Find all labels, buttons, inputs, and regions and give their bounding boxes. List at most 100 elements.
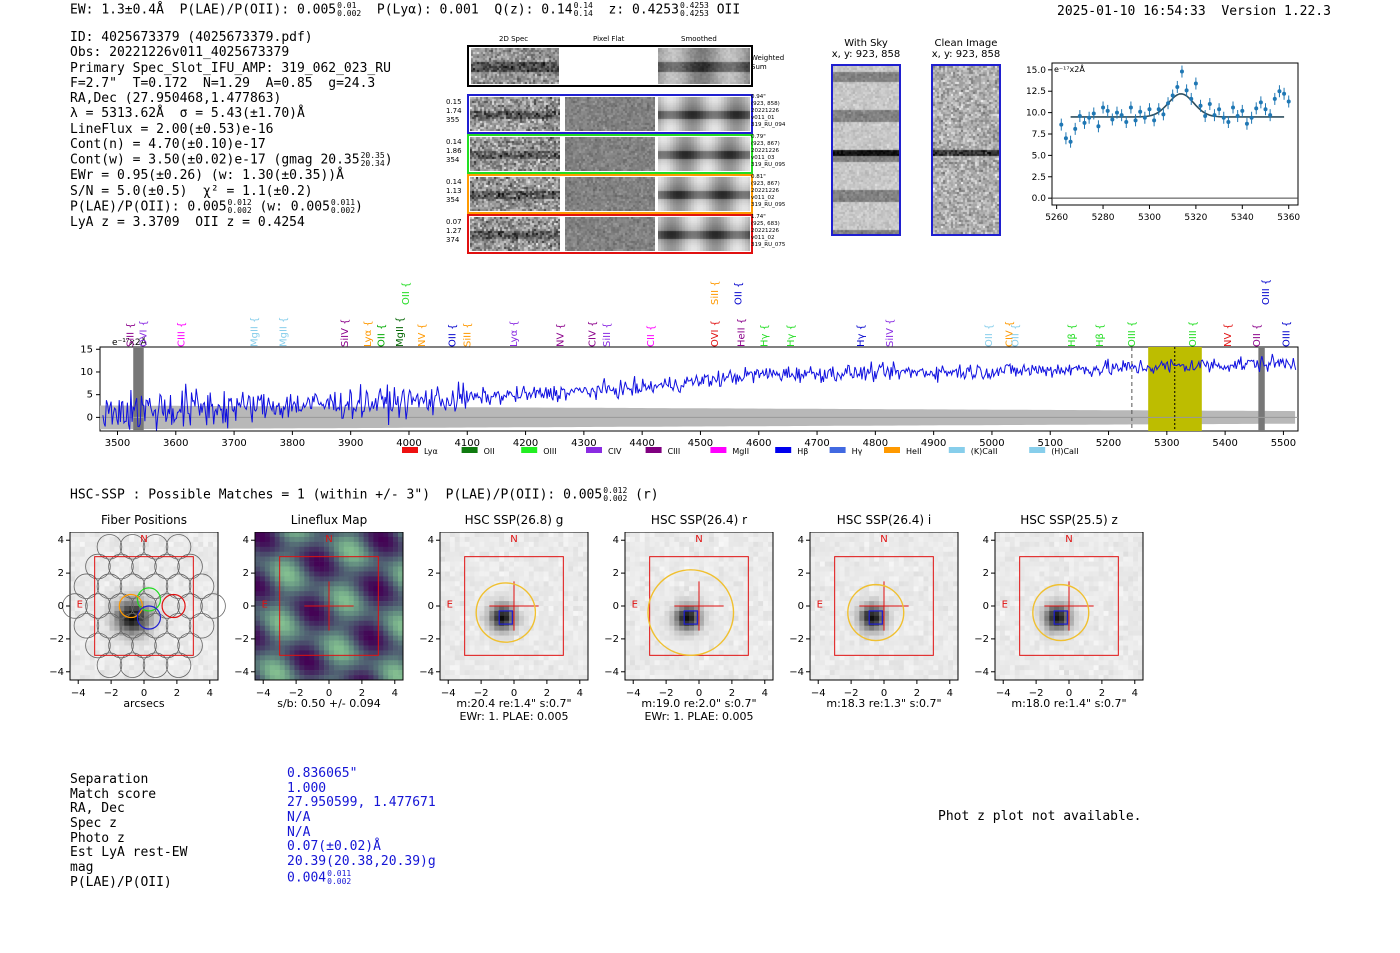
- label-mag: mag: [70, 860, 94, 876]
- stamp-xtick-label: 0: [141, 688, 147, 699]
- value-spec-z: N/A: [287, 810, 311, 826]
- stamp-ytick-label: 4: [428, 535, 434, 546]
- fit-xtick-label: 5360: [1277, 213, 1300, 223]
- header-timestamp: 2025-01-10 16:54:33 Version 1.22.3: [1057, 4, 1331, 19]
- fiber-highlight: [118, 593, 143, 619]
- spec-line-label-text: MgII {: [395, 317, 406, 347]
- spec-ytick-label: 5: [87, 390, 93, 401]
- spec-xtick-label: 4800: [863, 438, 888, 449]
- fit-data-point: [1179, 69, 1184, 74]
- stamp-caption-6: m:18.0 re:1.4" s:0.7": [1011, 697, 1127, 710]
- stamp-ytick-label: 4: [58, 535, 64, 546]
- spec-line-label-upper-text: SiII {: [710, 280, 721, 305]
- fiber-circle: [108, 593, 134, 619]
- spec-line-label-text: SiII {: [602, 322, 613, 347]
- fiber-highlight: [136, 587, 162, 612]
- version: Version 1.22.3: [1221, 4, 1331, 19]
- compass-n: N: [1065, 534, 1072, 545]
- stamp-match-ellipse: [475, 582, 537, 643]
- cutout-row-4: [467, 214, 753, 254]
- stamp-xtick-label: −4: [256, 688, 271, 699]
- spec-line-label: SiIV {: [340, 319, 351, 347]
- spec-line-label: Hγ {: [786, 324, 797, 347]
- label-separation: Separation: [70, 772, 149, 787]
- fit-data-point: [1101, 105, 1106, 110]
- stamp-caption-4: m:19.0 re:2.0" s:0.7": [641, 697, 757, 710]
- stamp-ytick-label: 2: [983, 568, 989, 579]
- info-contw: Cont(w) = 3.50(±0.02)e-17 (gmag 20.35 20.…: [70, 151, 393, 169]
- spec-line-label: CIV {: [1004, 321, 1015, 347]
- stamp-xtick-label: 4: [207, 688, 213, 699]
- spec-line-label-text: SiII {: [462, 322, 473, 347]
- stamp-ytick-label: 2: [243, 568, 249, 579]
- fit-data-point: [1240, 108, 1245, 113]
- stamp-aperture-box: [834, 556, 934, 656]
- stamp-panel-1: N E −4 −4 −2 −2 0 0 2 2 4 4: [50, 532, 226, 699]
- cutout-row-1: [467, 94, 753, 134]
- fit-data-point: [1073, 126, 1078, 131]
- cutout-nums-3: 0.14 1.13 354: [446, 178, 462, 204]
- spec-flux-line: [102, 353, 1297, 431]
- stamp-match-ellipse: [847, 583, 905, 642]
- spec-line-label-text: MgII {: [279, 317, 290, 347]
- spec-line-label: NV {: [1223, 323, 1234, 347]
- fit-data-point: [1184, 88, 1189, 93]
- stamp-xtick-label: 0: [1066, 688, 1072, 699]
- spec-xtick-label: 4700: [804, 438, 829, 449]
- spec-line-label-text: SiII {: [125, 322, 136, 347]
- stamp-aperture-box: [464, 556, 564, 656]
- spec-line-label: MgII {: [249, 317, 260, 347]
- compass-e: E: [262, 600, 268, 611]
- fit-data-point: [1087, 115, 1092, 120]
- fit-ytick-label: 15.0: [1026, 66, 1046, 76]
- fit-data-point: [1249, 115, 1254, 120]
- stamp-image-6: [995, 532, 1144, 681]
- stamp-panel-3: N E −4 −4 −2 −2 0 0 2 2 4 4: [420, 532, 589, 699]
- spec-line-label-upper: OII {: [733, 282, 744, 305]
- fit-data-point: [1096, 124, 1101, 129]
- cutout-row-3: [467, 174, 753, 214]
- spec-legend-label: Lyα: [424, 447, 438, 456]
- fiber-circle: [96, 652, 123, 678]
- with-sky-image: [831, 64, 901, 236]
- spec-line-label-text: Hβ {: [1067, 324, 1078, 347]
- stamp-ytick-label: −4: [605, 667, 619, 678]
- spec-line-label-upper-text: OIII {: [1261, 279, 1272, 305]
- label-photo-z: Photo z: [70, 830, 125, 846]
- spec-xtick-label: 4000: [396, 438, 421, 449]
- compass-e: E: [632, 600, 638, 611]
- spec-xtick-label: 5200: [1096, 438, 1121, 449]
- cutout-2dspec-3: [470, 177, 560, 211]
- info-radec: RA,Dec (27.950468,1.477863): [70, 91, 282, 107]
- spec-line-label-text: OVI {: [139, 320, 150, 347]
- stamp-ytick-label: 0: [58, 601, 64, 612]
- fiber-circle: [85, 553, 111, 580]
- spec-line-label: OVI {: [710, 320, 721, 347]
- value-mag: 20.39(20.38,20.39)g: [287, 854, 436, 870]
- fiber-circle: [165, 573, 192, 600]
- spec-line-label: Lyα {: [509, 320, 520, 347]
- stamp-image-5: [810, 532, 959, 681]
- spec-line-label-text: CIII {: [177, 322, 188, 347]
- stamp-xtick-label: 2: [914, 688, 920, 699]
- fiber-circle: [131, 632, 157, 659]
- spec-line-label: SiIV {: [885, 319, 896, 347]
- stamp-panel-6: N E −4 −4 −2 −2 0 0 2 2 4 4: [975, 532, 1144, 699]
- stamp-ytick-label: 2: [428, 568, 434, 579]
- spec-xtick-label: 5500: [1271, 438, 1296, 449]
- fit-data-point: [1142, 115, 1147, 120]
- fit-data-point: [1235, 114, 1240, 119]
- col-header-smoothed: Smoothed: [681, 35, 717, 43]
- spec-xtick-label: 4100: [455, 438, 480, 449]
- compass-n: N: [510, 534, 517, 545]
- spec-legend-swatch: [884, 447, 900, 453]
- fiber-circle: [96, 612, 123, 639]
- spec-line-label: SiII {: [462, 322, 473, 347]
- spec-ytick-label: 15: [80, 344, 93, 355]
- spec-line-label-text: NV {: [1223, 323, 1234, 347]
- spec-line-label-text: NV {: [417, 323, 428, 347]
- spec-line-label-text: OII {: [448, 324, 459, 347]
- stamp-aperture-box: [1019, 556, 1119, 656]
- cutout-2dspec-2: [470, 137, 560, 171]
- stamp-ytick-label: −2: [975, 634, 989, 645]
